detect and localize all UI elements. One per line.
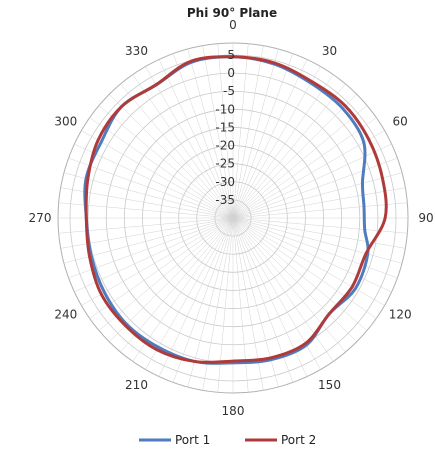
grid-spoke	[74, 217, 234, 293]
grid-spoke	[98, 105, 234, 219]
grid-spoke	[145, 66, 234, 219]
grid-spoke	[232, 59, 308, 219]
radial-label: 0	[227, 66, 235, 80]
angle-label: 210	[125, 378, 148, 392]
grid-spoke	[202, 45, 234, 219]
angle-label: 90	[418, 211, 433, 225]
grid-spoke	[109, 94, 234, 219]
angle-label: 180	[222, 404, 245, 418]
grid-spoke	[89, 217, 234, 319]
grid-spoke	[109, 217, 234, 342]
grid-spoke	[232, 74, 334, 219]
grid-spoke	[68, 157, 234, 219]
series-line-port-1	[83, 55, 370, 365]
grid-spoke	[98, 217, 234, 331]
grid-spoke	[232, 217, 346, 353]
grid-spoke	[232, 217, 398, 279]
grid-spoke	[132, 217, 234, 362]
grid-spoke	[145, 217, 234, 370]
angle-tick-labels: 0 30 60 90 120 150 180 210 240 270 300 330	[29, 18, 434, 418]
angle-label: 240	[54, 308, 77, 322]
grid-spoke	[74, 143, 234, 219]
grid-spoke	[120, 217, 234, 353]
polar-grid	[57, 42, 409, 394]
grid-spoke	[232, 217, 385, 306]
grid-spoke	[232, 105, 368, 219]
angle-label: 270	[29, 211, 52, 225]
grid-spoke	[172, 53, 234, 219]
radial-tick-labels: 5 0 -5 -10 -15 -20 -25 -30 -35	[215, 48, 235, 207]
angle-label: 120	[389, 308, 412, 322]
grid-spoke	[232, 217, 403, 264]
series-line-port-2	[84, 55, 388, 364]
grid-spoke	[232, 217, 294, 383]
legend-label: Port 2	[281, 433, 316, 447]
grid-spoke	[60, 187, 234, 219]
grid-spoke	[232, 217, 357, 342]
grid-spoke	[232, 48, 279, 219]
radial-label: -30	[215, 175, 235, 189]
grid-spoke	[217, 43, 234, 219]
grid-spoke	[232, 66, 321, 219]
radial-label: -35	[215, 193, 235, 207]
radial-label: 5	[227, 48, 235, 62]
grid-spoke	[232, 217, 392, 293]
grid-spoke	[172, 217, 234, 383]
grid-spoke	[232, 130, 385, 219]
grid-spoke	[232, 217, 377, 319]
grid-spoke	[232, 217, 406, 249]
angle-label: 0	[229, 18, 237, 32]
grid-spoke	[232, 53, 294, 219]
grid-spoke	[232, 117, 377, 219]
angle-label: 330	[125, 44, 148, 58]
radial-label: -20	[215, 139, 235, 153]
radial-label: -10	[215, 102, 235, 116]
grid-spoke	[187, 48, 234, 219]
grid-spoke	[158, 217, 234, 377]
grid-spoke	[232, 143, 392, 219]
grid-spoke	[89, 117, 234, 219]
radial-label: -25	[215, 157, 235, 171]
grid-spoke	[232, 45, 264, 219]
angle-label: 150	[318, 378, 341, 392]
legend: Port 1 Port 2	[139, 433, 316, 447]
grid-spoke	[232, 187, 406, 219]
grid-spoke	[232, 83, 346, 219]
chart-title: Phi 90° Plane	[187, 6, 277, 20]
grid-spoke	[217, 217, 234, 393]
grid-spoke	[232, 43, 249, 219]
grid-spoke	[58, 202, 234, 219]
grid-spoke	[232, 94, 357, 219]
angle-label: 60	[393, 115, 408, 129]
radial-label: -15	[215, 120, 235, 134]
angle-label: 300	[54, 115, 77, 129]
radial-label: -5	[223, 84, 235, 98]
grid-spoke	[81, 217, 234, 306]
grid-spoke	[132, 74, 234, 219]
angle-label: 30	[322, 44, 337, 58]
grid-spoke	[232, 172, 403, 219]
grid-spoke	[58, 217, 234, 234]
grid-spoke	[232, 217, 249, 393]
plot-series	[83, 55, 388, 365]
legend-label: Port 1	[175, 433, 210, 447]
grid-spoke	[232, 202, 408, 219]
grid-spoke	[120, 83, 234, 219]
grid-spoke	[63, 172, 234, 219]
grid-spoke	[158, 59, 234, 219]
grid-spoke	[232, 217, 368, 331]
grid-spoke	[81, 130, 234, 219]
grid-spoke	[187, 217, 234, 388]
grid-spoke	[232, 157, 398, 219]
grid-spoke	[232, 217, 334, 362]
